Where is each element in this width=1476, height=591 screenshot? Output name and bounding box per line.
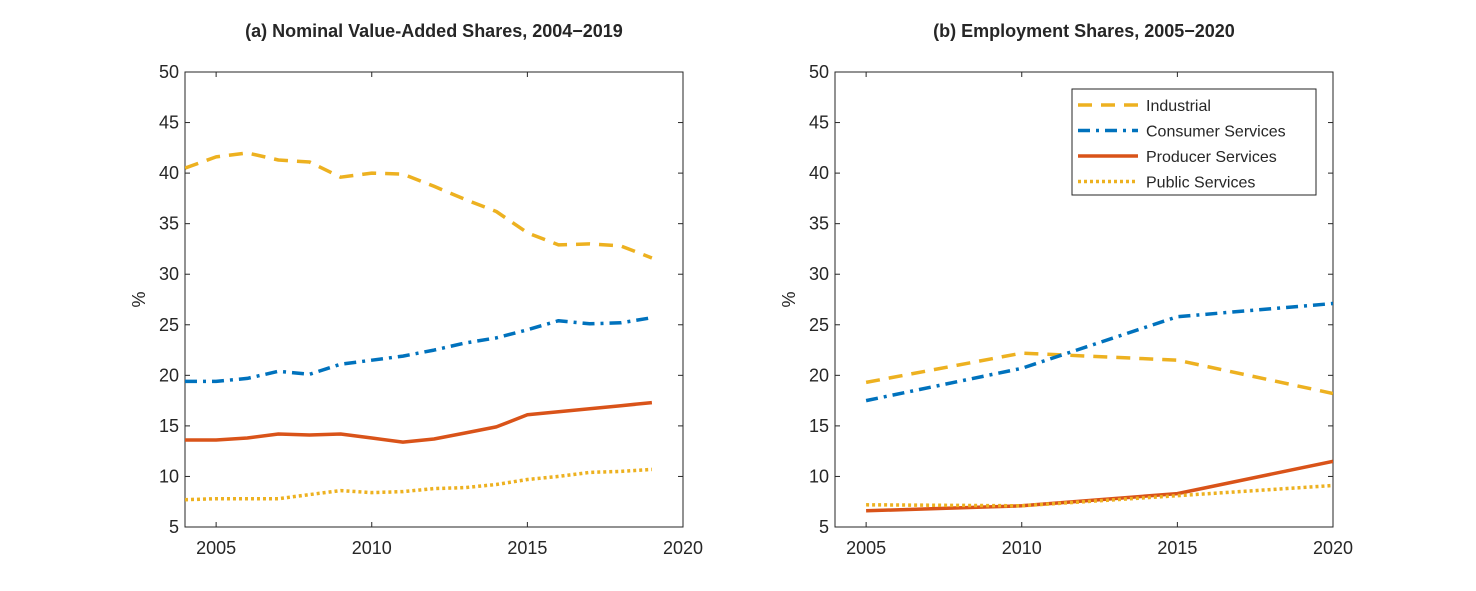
- series-line-producer: [866, 459, 1333, 513]
- x-tick-label: 2010: [1002, 538, 1042, 558]
- y-tick-label: 10: [159, 466, 179, 486]
- y-tick-label: 45: [809, 113, 829, 133]
- x-tick-label: 2015: [507, 538, 547, 558]
- series-line-industrial: [865, 351, 1333, 396]
- y-tick-label: 25: [159, 315, 179, 335]
- y-tick-label: 20: [809, 365, 829, 385]
- y-tick-label: 40: [809, 163, 829, 183]
- panel-a: (a) Nominal Value-Added Shares, 2004−201…: [129, 21, 703, 558]
- panel-b: (b) Employment Shares, 2005−202051015202…: [779, 21, 1353, 558]
- x-tick-label: 2020: [663, 538, 703, 558]
- series-line-public: [185, 467, 653, 502]
- y-tick-label: 45: [159, 113, 179, 133]
- y-tick-label: 5: [819, 517, 829, 537]
- y-tick-label: 20: [159, 365, 179, 385]
- y-axis-label-b: %: [779, 291, 799, 307]
- y-tick-label: 35: [809, 214, 829, 234]
- chart-title-b: (b) Employment Shares, 2005−2020: [933, 21, 1235, 41]
- plot-area-a: [184, 71, 684, 528]
- y-tick-label: 25: [809, 315, 829, 335]
- y-tick-label: 50: [809, 62, 829, 82]
- series-line-industrial: [185, 151, 653, 260]
- y-axis-label-a: %: [129, 291, 149, 307]
- x-tick-label: 2015: [1157, 538, 1197, 558]
- legend-label-industrial: Industrial: [1146, 98, 1211, 115]
- x-tick-label: 2005: [846, 538, 886, 558]
- legend-label-producer: Producer Services: [1146, 149, 1277, 166]
- y-tick-label: 30: [159, 264, 179, 284]
- series-line-consumer: [185, 315, 653, 384]
- series-group-a: [185, 151, 653, 502]
- series-group-b: [865, 301, 1333, 513]
- chart-title-a: (a) Nominal Value-Added Shares, 2004−201…: [245, 21, 623, 41]
- y-tick-label: 35: [159, 214, 179, 234]
- x-tick-label: 2010: [352, 538, 392, 558]
- x-tick-label: 2005: [196, 538, 236, 558]
- x-tick-label: 2020: [1313, 538, 1353, 558]
- legend-label-consumer: Consumer Services: [1146, 124, 1286, 141]
- series-line-producer: [185, 400, 653, 444]
- legend-label-public: Public Services: [1146, 175, 1255, 192]
- y-tick-label: 30: [809, 264, 829, 284]
- y-tick-label: 15: [159, 416, 179, 436]
- y-tick-label: 50: [159, 62, 179, 82]
- y-tick-label: 15: [809, 416, 829, 436]
- y-tick-label: 10: [809, 466, 829, 486]
- y-tick-label: 40: [159, 163, 179, 183]
- y-tick-label: 5: [169, 517, 179, 537]
- legend: Industrial Consumer Services Producer Serv…: [1071, 88, 1317, 196]
